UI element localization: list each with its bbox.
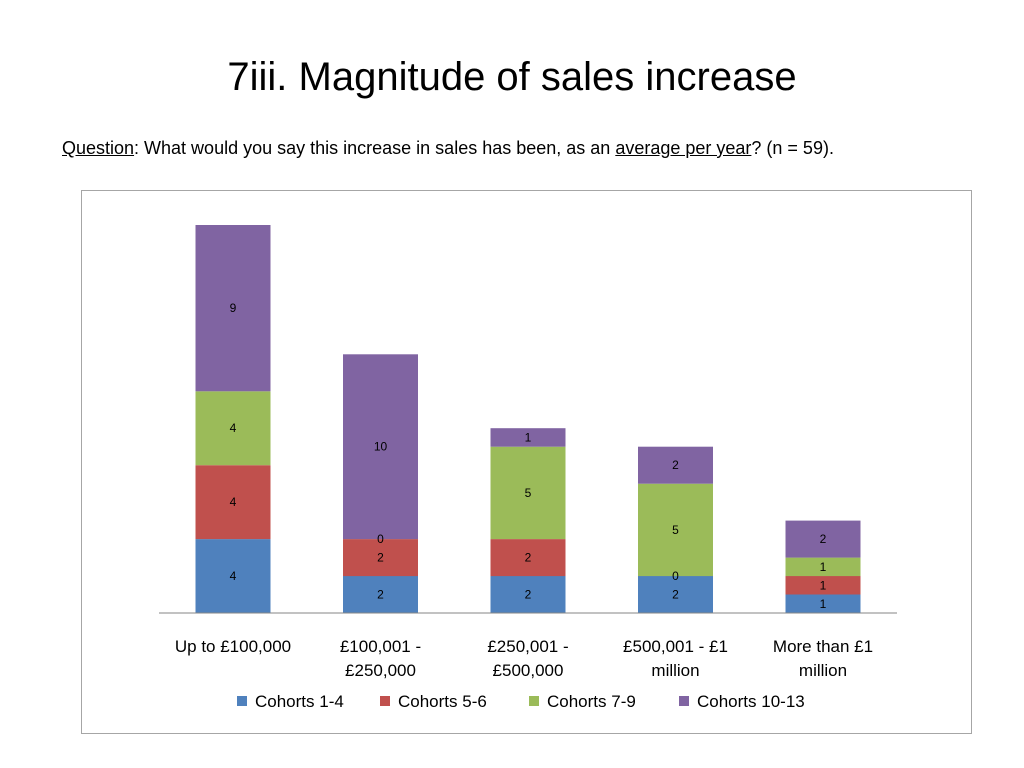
question-text-part-1: : What would you say this increase in sa… bbox=[134, 138, 616, 158]
legend-item: Cohorts 1-4 bbox=[237, 692, 344, 711]
chart-frame: 4 4 4 9 2 2 0 10 2 2 5 1 2 0 5 2 1 1 1 2 Up to £100,000 £100… bbox=[81, 190, 972, 734]
data-label: 2 bbox=[672, 458, 679, 472]
stacked-bar-chart: 4 4 4 9 2 2 0 10 2 2 5 1 2 0 5 2 1 1 1 2 Up to £100,000 £100… bbox=[159, 225, 897, 711]
bar-segment bbox=[785, 594, 861, 613]
legend-swatch bbox=[679, 696, 689, 706]
bar-segment bbox=[195, 465, 271, 540]
x-tick-label-line: £250,000 bbox=[345, 661, 416, 680]
question-emphasis: average per year bbox=[615, 138, 752, 158]
legend-swatch bbox=[237, 696, 247, 706]
bar-segment bbox=[785, 576, 861, 595]
data-label: 2 bbox=[525, 551, 532, 565]
x-tick-label-line: £250,001 - bbox=[487, 637, 568, 656]
x-tick-label-line: Up to £100,000 bbox=[175, 637, 291, 656]
x-tick-label: £250,001 - £500,000 bbox=[487, 637, 568, 680]
bar-segment bbox=[490, 428, 566, 447]
legend-label: Cohorts 1-4 bbox=[255, 692, 344, 711]
legend: Cohorts 1-4 Cohorts 5-6 Cohorts 7-9 Cohorts… bbox=[237, 692, 805, 711]
bar-segment bbox=[195, 225, 271, 392]
x-tick-label-line: £500,001 - £1 bbox=[623, 637, 728, 656]
bar-segment bbox=[343, 576, 418, 613]
data-label: 10 bbox=[374, 440, 388, 454]
legend-label: Cohorts 7-9 bbox=[547, 692, 636, 711]
data-label: 4 bbox=[230, 569, 237, 583]
data-label: 2 bbox=[820, 532, 827, 546]
x-tick-label: £100,001 - £250,000 bbox=[340, 637, 421, 680]
legend-item: Cohorts 7-9 bbox=[529, 692, 636, 711]
data-label: 2 bbox=[377, 588, 384, 602]
legend-item: Cohorts 10-13 bbox=[679, 692, 805, 711]
legend-swatch bbox=[380, 696, 390, 706]
bar-segment bbox=[638, 483, 713, 577]
data-label: 9 bbox=[230, 301, 237, 315]
legend-label: Cohorts 10-13 bbox=[697, 692, 805, 711]
data-label: 1 bbox=[525, 431, 532, 445]
bar-segment bbox=[490, 539, 566, 577]
data-label: 1 bbox=[820, 578, 827, 592]
question-text-part-2: ? (n = 59). bbox=[751, 138, 834, 158]
data-label: 0 bbox=[672, 569, 679, 583]
x-tick-labels-layer: Up to £100,000 £100,001 - £250,000 £250,001… bbox=[175, 637, 873, 680]
question-text: Question: What would you say this increa… bbox=[62, 136, 1002, 160]
x-tick-label-line: million bbox=[799, 661, 847, 680]
bar-segment bbox=[343, 354, 418, 540]
bar-segment bbox=[785, 520, 861, 558]
x-tick-label-line: More than £1 bbox=[773, 637, 873, 656]
x-tick-label: £500,001 - £1 million bbox=[623, 637, 728, 680]
data-label: 4 bbox=[230, 421, 237, 435]
data-label: 4 bbox=[230, 495, 237, 509]
data-label: 1 bbox=[820, 597, 827, 611]
data-label: 2 bbox=[672, 588, 679, 602]
bar-segment bbox=[490, 446, 566, 540]
x-tick-label: Up to £100,000 bbox=[175, 637, 291, 656]
slide-title: 7iii. Magnitude of sales increase bbox=[227, 55, 797, 99]
x-tick-label-line: £100,001 - bbox=[340, 637, 421, 656]
x-tick-label: More than £1 million bbox=[773, 637, 873, 680]
data-label: 0 bbox=[377, 532, 384, 546]
bar-segment bbox=[638, 576, 713, 613]
data-label: 1 bbox=[820, 560, 827, 574]
bar-segment bbox=[195, 391, 271, 466]
data-label: 5 bbox=[525, 486, 532, 500]
bar-segment bbox=[785, 557, 861, 577]
x-tick-label-line: million bbox=[651, 661, 699, 680]
legend-swatch bbox=[529, 696, 539, 706]
bars-layer bbox=[195, 225, 861, 613]
bar-segment bbox=[490, 576, 566, 613]
bar-segment bbox=[638, 446, 713, 484]
legend-label: Cohorts 5-6 bbox=[398, 692, 487, 711]
bar-segment bbox=[195, 539, 271, 613]
data-label: 5 bbox=[672, 523, 679, 537]
bar-segment bbox=[343, 539, 418, 577]
data-labels-layer: 4 4 4 9 2 2 0 10 2 2 5 1 2 0 5 2 1 1 1 2 bbox=[230, 301, 827, 611]
question-label: Question bbox=[62, 138, 135, 158]
data-label: 2 bbox=[377, 551, 384, 565]
data-label: 2 bbox=[525, 588, 532, 602]
legend-item: Cohorts 5-6 bbox=[380, 692, 487, 711]
x-tick-label-line: £500,000 bbox=[493, 661, 564, 680]
